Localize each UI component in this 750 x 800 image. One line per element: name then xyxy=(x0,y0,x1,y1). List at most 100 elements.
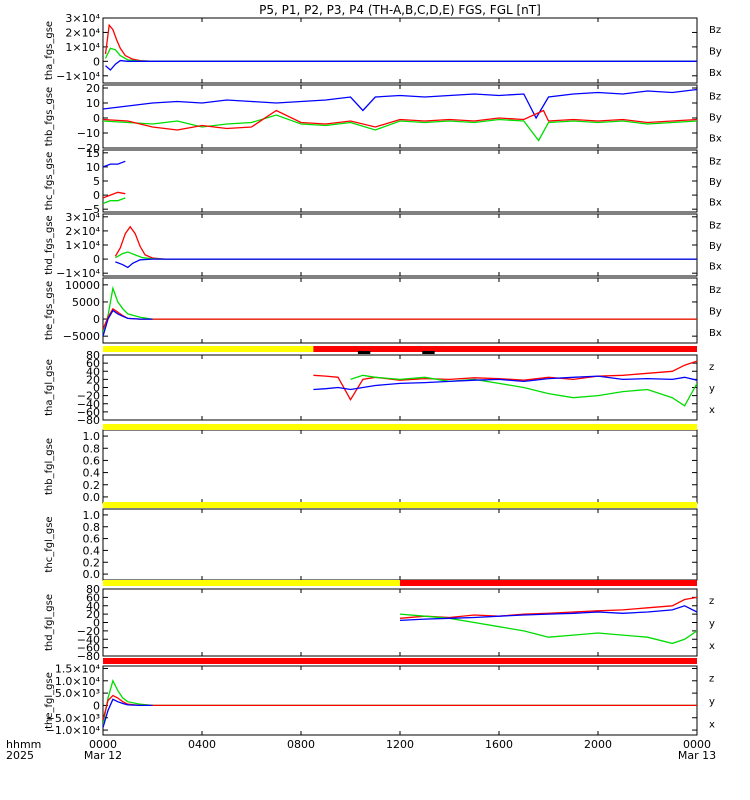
legend-entry-bx: Bx xyxy=(709,198,722,209)
y-tick-label: 0.6 xyxy=(83,454,101,467)
y-tick-label: 0 xyxy=(93,382,100,395)
legend-entry-by: By xyxy=(709,47,722,58)
legend-entry-x: x xyxy=(709,405,715,416)
legend-entry-x: x xyxy=(709,641,715,652)
y-tick-label: 2×10⁴ xyxy=(65,225,100,238)
legend-entry-bx: Bx xyxy=(709,328,722,339)
y-axis-label: tha_fgl_gse xyxy=(44,359,55,416)
series-y xyxy=(350,374,697,407)
status-segment-red xyxy=(313,346,697,352)
legend-entry-y: y xyxy=(709,697,715,708)
y-tick-label: 10 xyxy=(86,161,100,174)
y-tick-label: −1.0×10⁴ xyxy=(46,724,101,737)
x-axis-row1-label: hhmm xyxy=(6,738,41,751)
series-z xyxy=(313,360,697,401)
y-tick-label: 0 xyxy=(93,189,100,202)
panel-frame xyxy=(102,588,698,657)
series-y xyxy=(399,613,697,645)
legend-entry-bz: Bz xyxy=(709,25,721,36)
y-axis-label: the_fgs_gse xyxy=(44,281,55,340)
y-tick-label: 10 xyxy=(86,97,100,110)
series-bx xyxy=(103,160,126,168)
series-bz xyxy=(104,23,697,62)
panel-frame xyxy=(102,665,698,736)
y-tick-label: −10 xyxy=(77,127,100,140)
y-tick-label: −80 xyxy=(77,414,100,427)
x-axis-row2-label: 2025 xyxy=(6,749,34,762)
legend-entry-bz: Bz xyxy=(709,92,721,103)
panel-frame xyxy=(102,17,698,84)
x-tick-label: 1200 xyxy=(386,738,414,751)
y-axis-label: thd_fgl_gse xyxy=(44,594,55,651)
chart-title: P5, P1, P2, P3, P4 (TH-A,B,C,D,E) FGS, F… xyxy=(259,3,541,17)
y-tick-label: 20 xyxy=(86,373,100,386)
y-tick-label: 0.4 xyxy=(83,467,101,480)
y-tick-label: 20 xyxy=(86,82,100,95)
y-tick-label: 40 xyxy=(86,365,100,378)
y-tick-label: −80 xyxy=(77,650,100,663)
y-tick-label: −40 xyxy=(77,398,100,411)
x-tick-label: 0800 xyxy=(287,738,315,751)
legend-entry-z: z xyxy=(709,674,714,685)
y-tick-label: 0.2 xyxy=(83,556,101,569)
y-tick-label: 0 xyxy=(93,112,100,125)
y-tick-label: 5 xyxy=(93,175,100,188)
legend-entry-bz: Bz xyxy=(709,156,721,167)
y-axis-label: thc_fgl_gse xyxy=(44,516,55,572)
panel-frame xyxy=(102,84,698,149)
status-segment-black xyxy=(422,351,435,354)
series-by xyxy=(115,251,697,260)
status-segment-yellow xyxy=(103,424,697,430)
y-axis-label: tha_fgs_gse xyxy=(44,21,55,80)
y-tick-label: −5.0×10³ xyxy=(46,712,100,725)
series-bz xyxy=(103,191,126,199)
y-tick-label: 1×10⁴ xyxy=(65,41,100,54)
series-bz xyxy=(103,109,697,131)
y-tick-label: 0.0 xyxy=(83,491,101,504)
y-tick-label: 1.5×10⁴ xyxy=(55,662,101,675)
legend-entry-z: z xyxy=(709,362,714,373)
y-tick-label: −1×10⁴ xyxy=(56,70,100,83)
panel-frame xyxy=(102,429,698,504)
legend-entry-by: By xyxy=(709,307,722,318)
y-axis-label: the_fgl_gse xyxy=(44,672,55,729)
panel-frame xyxy=(102,277,698,344)
y-tick-label: 40 xyxy=(86,600,100,613)
y-tick-label: −40 xyxy=(77,633,100,646)
panel-thb_fgl_gse: 1.00.80.60.40.20.0 thb_fgl_gse xyxy=(44,429,698,504)
legend-entry-x: x xyxy=(709,720,715,731)
y-axis-label: thb_fgl_gse xyxy=(44,438,55,495)
legend-entry-by: By xyxy=(709,177,722,188)
series-bx xyxy=(115,258,697,269)
status-segment-red xyxy=(103,658,697,664)
series-bx xyxy=(103,309,153,337)
y-tick-label: 15 xyxy=(86,147,100,160)
y-tick-label: 80 xyxy=(86,583,100,596)
legend-entry-by: By xyxy=(709,241,722,252)
legend-entry-z: z xyxy=(709,596,714,607)
status-bar xyxy=(103,424,697,430)
y-tick-label: −20 xyxy=(77,142,100,155)
y-tick-label: 80 xyxy=(86,349,100,362)
status-segment-yellow xyxy=(103,502,697,508)
x-tick-label: 0000 xyxy=(683,738,711,751)
y-tick-label: 0 xyxy=(93,617,100,630)
x-tick-label: 0000 xyxy=(89,738,117,751)
status-bar xyxy=(103,658,697,664)
y-tick-label: 0.6 xyxy=(83,533,101,546)
series-bz xyxy=(114,225,697,260)
panel-the_fgl_gse: 1.5×10⁴1.0×10⁴5.0×10³0−5.0×10³−1.0×10⁴th… xyxy=(44,662,715,737)
series-x xyxy=(313,375,697,391)
y-tick-label: 0.8 xyxy=(83,442,101,455)
series-y xyxy=(103,679,697,726)
y-tick-label: 0 xyxy=(93,253,100,266)
y-tick-label: 60 xyxy=(86,591,100,604)
series-by xyxy=(103,285,697,333)
series-z xyxy=(399,596,697,619)
